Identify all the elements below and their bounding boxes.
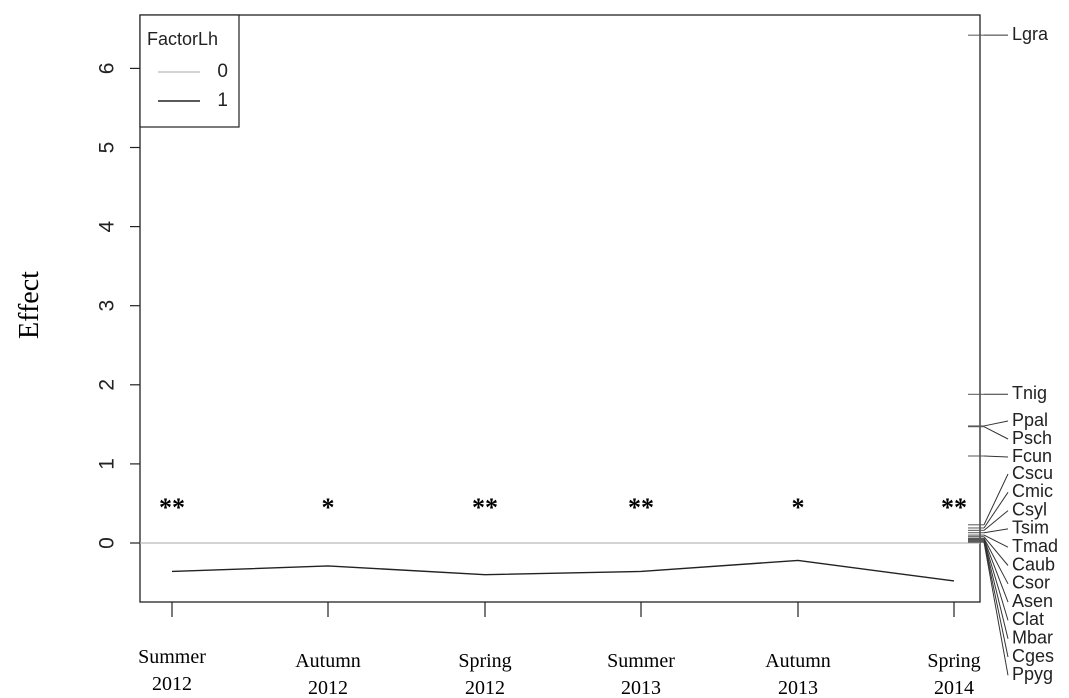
species-label: Tnig bbox=[1012, 383, 1047, 403]
significance-marker: ** bbox=[472, 493, 498, 522]
species-leader-line bbox=[983, 542, 1009, 676]
species-label: Asen bbox=[1012, 591, 1053, 611]
x-tick-label: Summer 2012 bbox=[138, 646, 206, 695]
species-label: Tsim bbox=[1012, 518, 1049, 538]
species-leader-line bbox=[983, 536, 1009, 566]
x-tick-label: Autumn 2012 bbox=[295, 650, 361, 698]
y-tick-label: 2 bbox=[96, 379, 119, 391]
species-label: Cscu bbox=[1012, 463, 1053, 483]
species-leader-line bbox=[983, 492, 1009, 529]
x-tick-label: Spring 2014 bbox=[927, 650, 980, 698]
significance-markers: ** * ** ** * ** bbox=[159, 493, 967, 522]
species-label: Psch bbox=[1012, 428, 1052, 448]
species-label: Fcun bbox=[1012, 446, 1052, 466]
plot-frame bbox=[139, 14, 981, 603]
legend-label: 0 bbox=[217, 61, 228, 82]
y-tick-label: 5 bbox=[96, 142, 119, 154]
y-tick-label: 1 bbox=[96, 458, 119, 470]
legend-box bbox=[139, 14, 240, 128]
legend-title: FactorLh bbox=[147, 29, 218, 49]
y-tick-label: 4 bbox=[96, 220, 119, 232]
significance-marker: * bbox=[322, 493, 335, 522]
species-label: Ppyg bbox=[1012, 664, 1053, 684]
species-label: Tmad bbox=[1012, 536, 1058, 556]
significance-marker: * bbox=[792, 493, 805, 522]
species-leader-line bbox=[983, 455, 1009, 458]
y-tick-label: 0 bbox=[96, 537, 119, 549]
x-tick-label: Spring 2012 bbox=[458, 650, 511, 698]
species-leader-line bbox=[983, 528, 1009, 534]
species-label: Clat bbox=[1012, 609, 1044, 629]
species-label: Mbar bbox=[1012, 627, 1053, 647]
significance-marker: ** bbox=[941, 493, 967, 522]
species-leader-line bbox=[983, 473, 1009, 526]
x-axis: Summer 2012 Autumn 2012 Spring 2012 Summer 2013… bbox=[138, 602, 981, 698]
significance-marker: ** bbox=[159, 493, 185, 522]
species-leader-line bbox=[983, 534, 1009, 548]
y-axis: 0 1 2 3 4 5 6 bbox=[96, 63, 140, 549]
species-leader-line bbox=[983, 539, 1009, 621]
series-lines bbox=[171, 559, 955, 582]
species-label: Caub bbox=[1012, 554, 1055, 574]
species-label: Lgra bbox=[1012, 24, 1049, 44]
species-leader-line bbox=[983, 420, 1009, 427]
species-label: Ppal bbox=[1012, 410, 1048, 430]
legend-label: 1 bbox=[217, 90, 228, 111]
significance-marker: ** bbox=[628, 493, 654, 522]
x-tick-label: Autumn 2013 bbox=[765, 650, 831, 698]
species-leader-line bbox=[983, 538, 1009, 585]
x-tick-label: Summer 2013 bbox=[607, 650, 675, 698]
y-axis-label: Effect bbox=[14, 271, 45, 339]
y-tick-label: 6 bbox=[96, 63, 119, 75]
species-leader-line bbox=[983, 510, 1009, 531]
species-leader-line bbox=[983, 538, 1009, 603]
species-labels: Lgra Tnig PpalPschFcunCscuCmicCsylTsimTmad… bbox=[968, 24, 1058, 684]
species-label: Csyl bbox=[1012, 499, 1047, 519]
species-leader-line bbox=[983, 541, 1009, 658]
series-line-1 bbox=[171, 559, 955, 582]
species-label: Cges bbox=[1012, 646, 1054, 666]
y-tick-label: 3 bbox=[96, 300, 119, 312]
species-label: Cmic bbox=[1012, 481, 1053, 501]
species-label: Csor bbox=[1012, 573, 1050, 593]
species-leader-line bbox=[983, 426, 1009, 440]
species-leader-line bbox=[983, 540, 1009, 639]
legend: FactorLh 0 1 bbox=[139, 14, 240, 128]
